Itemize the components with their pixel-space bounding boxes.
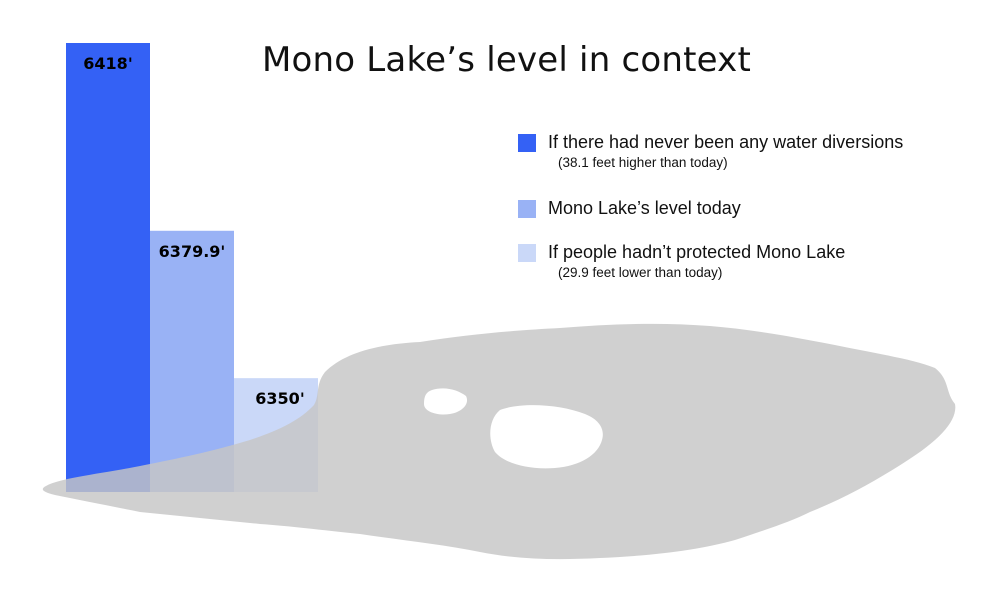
mono-lake-map-shape [42, 323, 956, 560]
value-label-unprotected: 6350' [255, 389, 304, 408]
value-label-no-diversions: 6418' [83, 54, 132, 73]
legend-item-unprotected: If people hadn’t protected Mono Lake (29… [518, 240, 988, 290]
legend-label-today: Mono Lake’s level today [548, 198, 741, 218]
legend-note-unprotected: (29.9 feet lower than today) [558, 265, 723, 280]
value-label-today: 6379.9' [159, 242, 226, 261]
bar-no-diversions [66, 43, 150, 492]
legend-label-unprotected: If people hadn’t protected Mono Lake [548, 242, 846, 262]
value-labels-group: 6418' 6379.9' 6350' [83, 54, 304, 408]
legend-item-today: Mono Lake’s level today [518, 196, 988, 240]
legend-swatch-today [518, 200, 536, 218]
bars-group [66, 43, 318, 492]
chart-title: Mono Lake’s level in context [262, 40, 752, 80]
legend-swatch-unprotected [518, 244, 536, 262]
legend-item-no-diversions: If there had never been any water divers… [518, 130, 988, 196]
legend: If there had never been any water divers… [518, 130, 988, 290]
legend-label-no-diversions: If there had never been any water divers… [548, 132, 904, 152]
legend-note-no-diversions: (38.1 feet higher than today) [558, 155, 728, 170]
legend-swatch-no-diversions [518, 134, 536, 152]
